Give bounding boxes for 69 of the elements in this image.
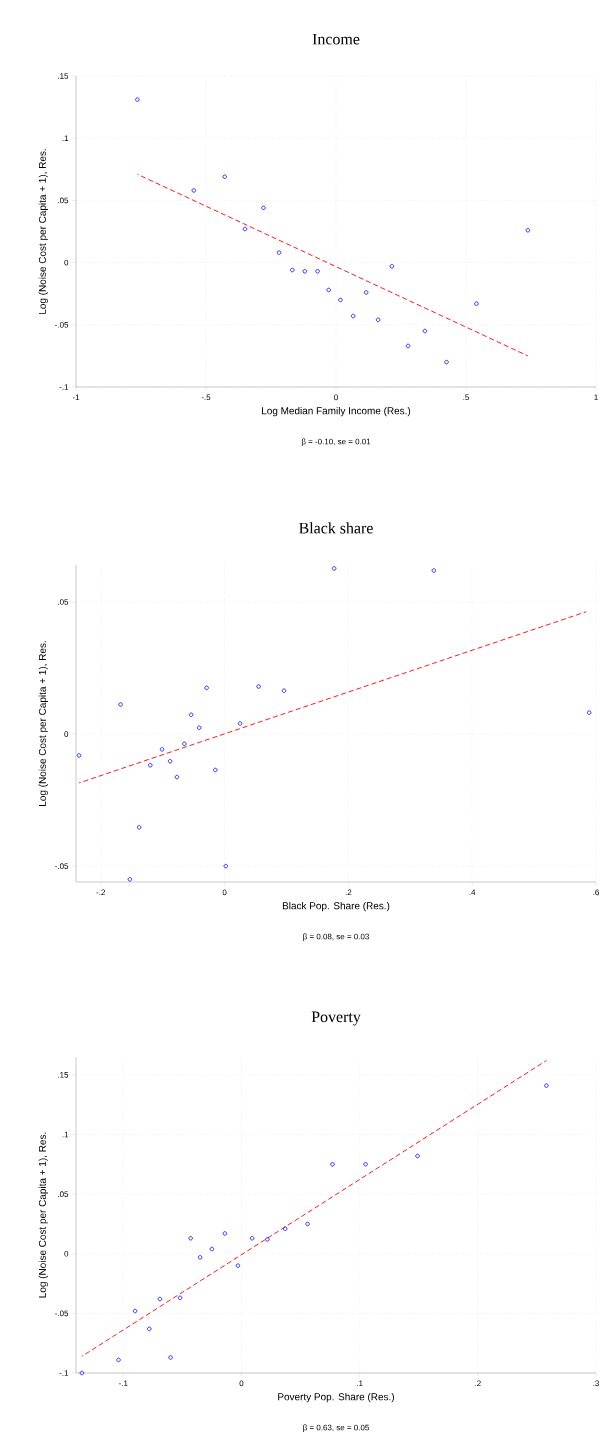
point [213, 767, 218, 773]
point [116, 1357, 121, 1363]
x-axis-title: Poverty Pop. Share (Res.) [278, 1393, 394, 1403]
point [237, 721, 243, 726]
point [223, 863, 229, 869]
point [136, 825, 142, 830]
point [587, 710, 592, 715]
point [167, 759, 173, 764]
point [79, 1370, 85, 1376]
point [302, 269, 307, 274]
x-axis-title: Black Pop. Share (Res.) [282, 902, 390, 912]
chart-title: Income [312, 33, 360, 45]
x-axis-title: Log Median Family Income (Res.) [262, 406, 411, 417]
point [338, 297, 343, 303]
point [389, 264, 395, 269]
point [363, 290, 369, 295]
point [474, 301, 479, 306]
point [148, 763, 153, 768]
point [350, 313, 356, 319]
chart-title: Black share [299, 522, 373, 534]
y-axis-title: Log (Noise Cost per Capita + 1), Res. [38, 641, 48, 806]
point [363, 1162, 368, 1167]
point [188, 1236, 193, 1241]
point [127, 877, 133, 882]
point [174, 774, 180, 780]
point [331, 566, 337, 571]
y-axis-title: Log (Noise Cost per Capita + 1), Res. [38, 1132, 48, 1298]
point [375, 317, 381, 323]
point [197, 1255, 203, 1260]
point [168, 1355, 173, 1360]
point [525, 228, 531, 233]
point [330, 1162, 335, 1167]
point [147, 1326, 152, 1332]
point [326, 287, 331, 293]
point [315, 269, 320, 274]
point [235, 1263, 241, 1268]
point [197, 725, 202, 730]
point [444, 359, 449, 365]
point [265, 1237, 270, 1242]
point [222, 174, 227, 179]
point [405, 343, 411, 349]
point [242, 226, 248, 232]
point [222, 1231, 228, 1236]
point [249, 1236, 255, 1241]
point [191, 188, 196, 193]
point [290, 267, 295, 273]
point [415, 1153, 420, 1159]
point [261, 205, 266, 211]
point [544, 1083, 549, 1088]
point [431, 568, 437, 573]
point [188, 712, 194, 717]
y-axis-title: Log (Noise Cost per Capita + 1), Res. [38, 149, 48, 314]
point [282, 1226, 288, 1231]
point [276, 250, 282, 255]
point [209, 1246, 215, 1252]
point [281, 688, 287, 693]
point [182, 741, 187, 747]
point [256, 684, 261, 689]
point [159, 747, 165, 752]
point [305, 1221, 310, 1227]
point [76, 753, 82, 758]
point [422, 328, 428, 334]
chart-title: Poverty [311, 1011, 361, 1026]
point [177, 1295, 183, 1301]
point [118, 702, 123, 707]
point [204, 685, 209, 691]
point [157, 1296, 163, 1302]
point [132, 1308, 138, 1314]
point [135, 97, 140, 102]
